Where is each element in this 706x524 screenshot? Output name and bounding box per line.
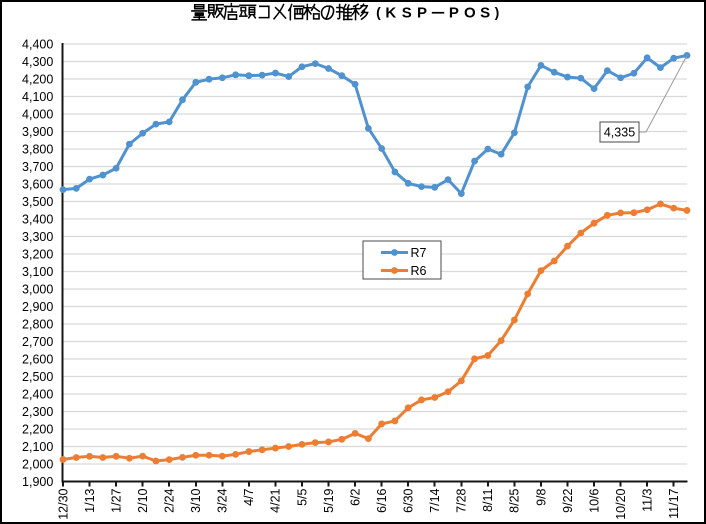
svg-text:R6: R6 xyxy=(411,264,427,278)
svg-text:6/2: 6/2 xyxy=(348,488,362,505)
svg-text:11/3: 11/3 xyxy=(640,488,654,511)
svg-text:1,900: 1,900 xyxy=(22,475,53,489)
svg-text:5/5: 5/5 xyxy=(295,488,309,505)
svg-text:2,300: 2,300 xyxy=(22,405,53,419)
svg-text:6/30: 6/30 xyxy=(401,488,415,512)
svg-text:10/20: 10/20 xyxy=(614,488,628,519)
svg-text:P: P xyxy=(449,4,459,21)
svg-text:3,200: 3,200 xyxy=(22,247,53,261)
svg-text:11/17: 11/17 xyxy=(667,488,681,518)
svg-text:10/6: 10/6 xyxy=(587,488,601,512)
svg-text:3,800: 3,800 xyxy=(22,142,53,156)
svg-text:S: S xyxy=(402,4,412,21)
svg-text:8/25: 8/25 xyxy=(508,488,522,512)
svg-text:2/24: 2/24 xyxy=(163,488,177,512)
svg-text:3,900: 3,900 xyxy=(22,125,53,139)
svg-text:7/14: 7/14 xyxy=(428,488,442,512)
svg-text:3,500: 3,500 xyxy=(22,195,53,209)
svg-text:3,700: 3,700 xyxy=(22,160,53,174)
svg-text:2,200: 2,200 xyxy=(22,422,53,436)
svg-text:P: P xyxy=(417,4,427,21)
svg-text:9/8: 9/8 xyxy=(534,488,548,505)
svg-text:2,800: 2,800 xyxy=(22,317,53,331)
svg-text:4,400: 4,400 xyxy=(22,37,53,51)
svg-text:2,600: 2,600 xyxy=(22,352,53,366)
svg-text:3,300: 3,300 xyxy=(22,230,53,244)
svg-text:2,400: 2,400 xyxy=(22,387,53,401)
svg-text:3,600: 3,600 xyxy=(22,177,53,191)
svg-text:4/7: 4/7 xyxy=(242,488,256,505)
svg-text:4,200: 4,200 xyxy=(22,72,53,86)
svg-text:2,100: 2,100 xyxy=(22,440,53,454)
svg-text:R7: R7 xyxy=(411,246,427,260)
svg-text:8/11: 8/11 xyxy=(481,488,495,511)
svg-text:9/22: 9/22 xyxy=(561,488,575,512)
svg-text:2/10: 2/10 xyxy=(136,488,150,512)
svg-text:2,700: 2,700 xyxy=(22,335,53,349)
svg-text:4/21: 4/21 xyxy=(269,488,283,512)
svg-text:2,000: 2,000 xyxy=(22,457,53,471)
svg-text:(: ( xyxy=(376,4,381,20)
svg-text:3,400: 3,400 xyxy=(22,212,53,226)
svg-text:O: O xyxy=(464,4,476,21)
svg-text:): ) xyxy=(495,4,500,20)
svg-text:6/16: 6/16 xyxy=(375,488,389,512)
svg-text:K: K xyxy=(385,4,396,21)
svg-text:12/30: 12/30 xyxy=(56,488,70,519)
svg-text:4,000: 4,000 xyxy=(22,107,53,121)
svg-text:3/10: 3/10 xyxy=(189,488,203,512)
svg-text:3,100: 3,100 xyxy=(22,265,53,279)
svg-text:4,335: 4,335 xyxy=(604,126,635,140)
svg-text:4,100: 4,100 xyxy=(22,90,53,104)
svg-text:3,000: 3,000 xyxy=(22,282,53,296)
svg-text:7/28: 7/28 xyxy=(455,488,469,512)
svg-text:1/27: 1/27 xyxy=(109,488,123,512)
svg-text:1/13: 1/13 xyxy=(83,488,97,512)
svg-text:4,300: 4,300 xyxy=(22,55,53,69)
svg-text:2,500: 2,500 xyxy=(22,370,53,384)
svg-text:S: S xyxy=(480,4,490,21)
svg-text:2,900: 2,900 xyxy=(22,300,53,314)
svg-text:5/19: 5/19 xyxy=(322,488,336,512)
svg-text:3/24: 3/24 xyxy=(216,488,230,512)
